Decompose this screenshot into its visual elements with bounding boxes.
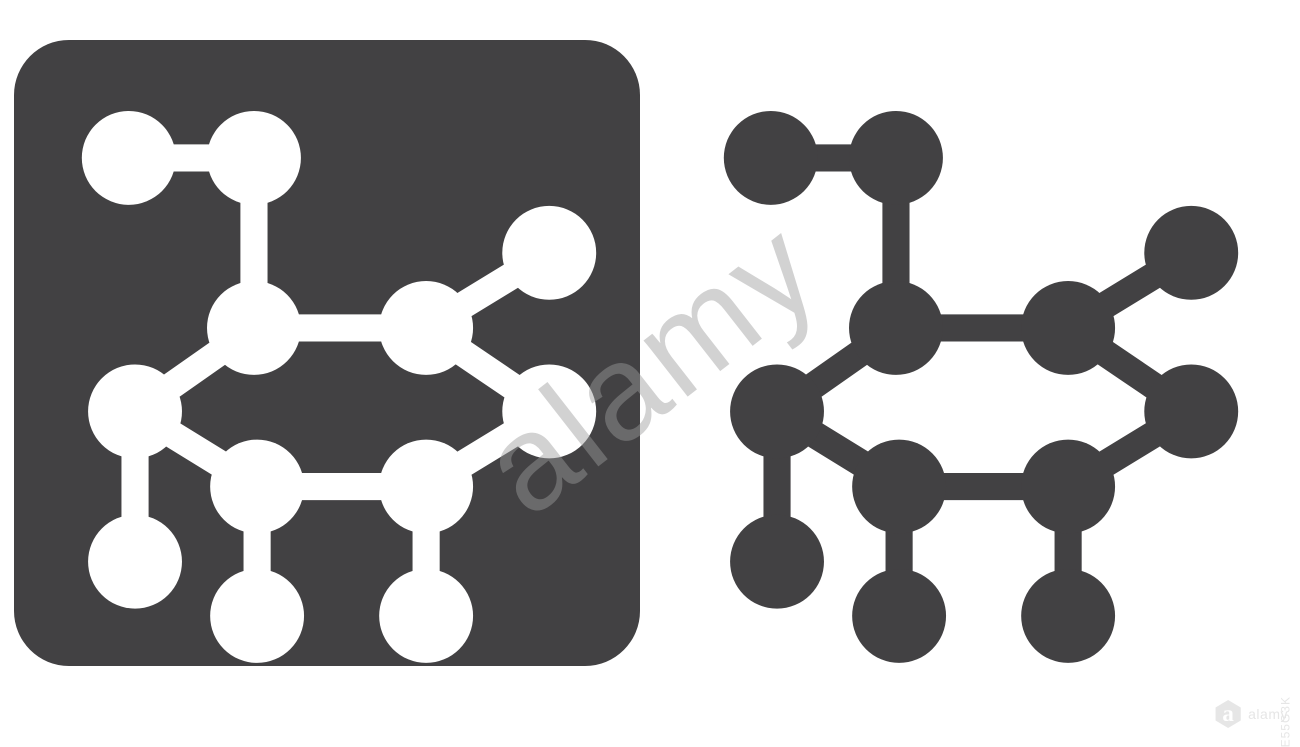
- molecule-icon-inverted: [14, 40, 640, 666]
- molecule-icon-tile: [656, 40, 1282, 666]
- molecule-icon: [656, 40, 1282, 666]
- watermark-logo: a alamy: [1214, 700, 1288, 728]
- molecule-icon-inverted-tile: [14, 40, 640, 666]
- watermark-code: E55G3K: [1278, 696, 1292, 747]
- icon-pair-canvas: alamy E55G3K a alamy: [0, 0, 1300, 734]
- watermark-logo-mark: a: [1214, 700, 1242, 728]
- watermark-logo-label: alamy: [1248, 706, 1288, 722]
